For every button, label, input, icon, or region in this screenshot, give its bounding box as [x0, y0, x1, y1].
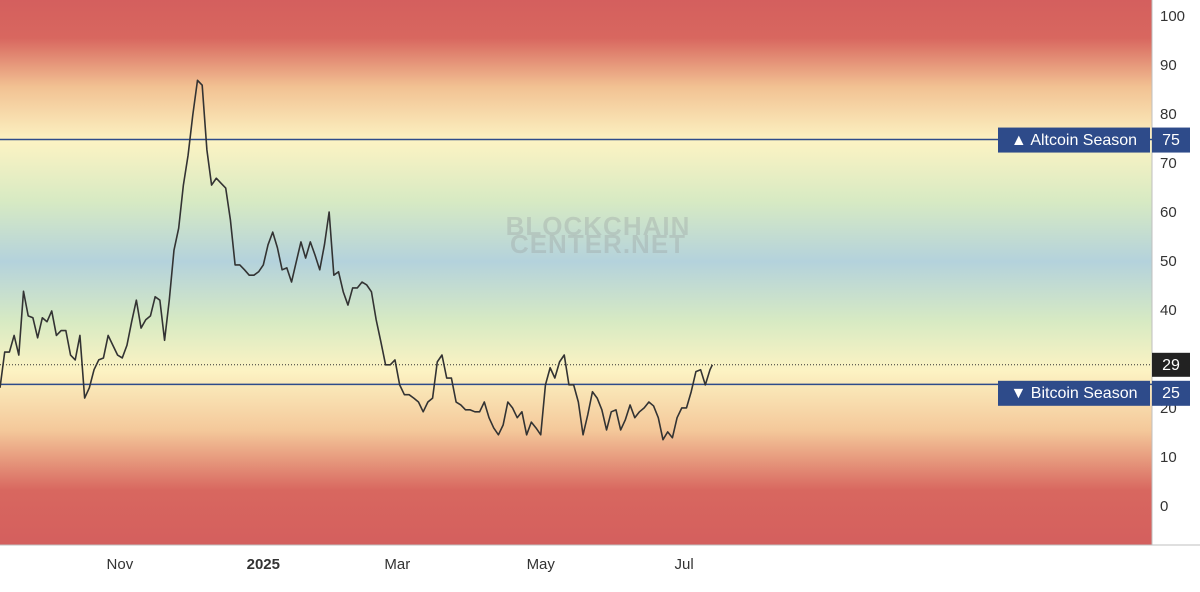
watermark: CENTER.NET	[510, 229, 686, 259]
y-tick-label: 0	[1160, 498, 1168, 515]
x-tick-label: Nov	[107, 556, 134, 573]
y-tick-label: 80	[1160, 106, 1177, 123]
annotation-value: 25	[1162, 385, 1180, 402]
y-tick-label: 90	[1160, 57, 1177, 74]
y-tick-label: 60	[1160, 204, 1177, 221]
annotation-value-box	[1152, 380, 1190, 406]
series-line	[0, 79, 714, 441]
y-tick-label: 100	[1160, 8, 1185, 25]
annotation-box	[998, 127, 1150, 153]
x-tick-label: Mar	[384, 556, 410, 573]
x-tick-label: May	[527, 556, 556, 573]
annotation-label: ▲ Altcoin Season	[1011, 132, 1137, 149]
annotation-value-box	[1152, 127, 1190, 153]
y-tick-label: 50	[1160, 253, 1177, 270]
annotation-value: 75	[1162, 132, 1180, 149]
plot-background	[0, 0, 1152, 545]
y-tick-label: 70	[1160, 155, 1177, 172]
last-value-label: 29	[1162, 357, 1180, 374]
x-tick-label: 2025	[247, 556, 280, 573]
x-tick-label: Jul	[675, 556, 694, 573]
annotation-box	[998, 380, 1150, 406]
annotation-label: ▼ Bitcoin Season	[1010, 385, 1137, 402]
last-value-box	[1152, 352, 1190, 377]
y-tick-label: 10	[1160, 449, 1177, 466]
y-tick-label: 40	[1160, 302, 1177, 319]
watermark: BLOCKCHAIN	[506, 211, 691, 241]
